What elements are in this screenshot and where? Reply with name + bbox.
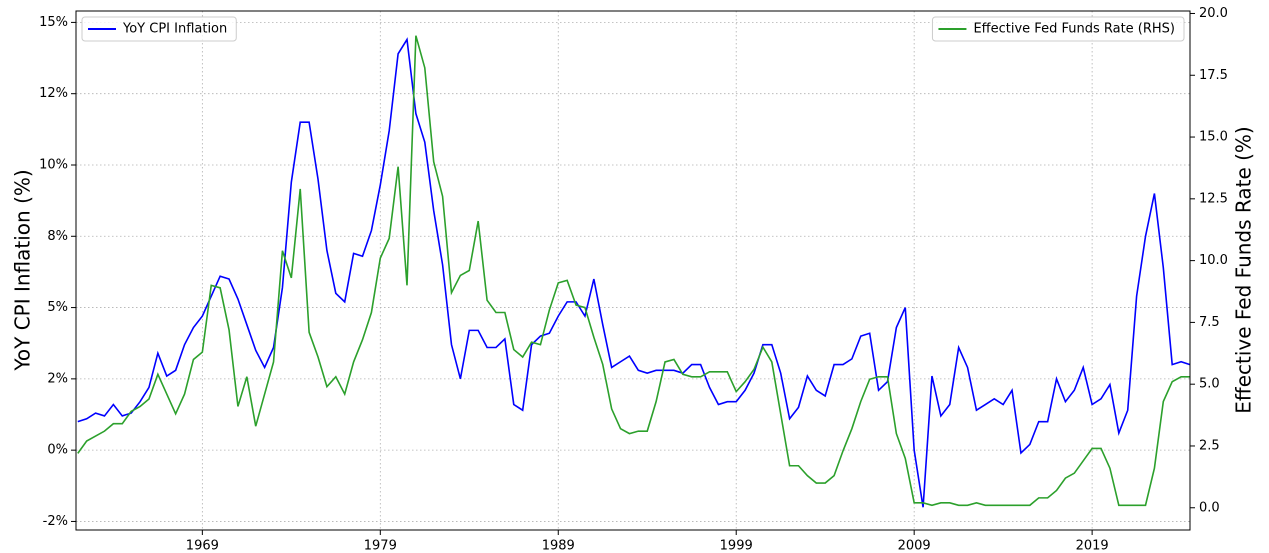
x-tick-label: 2019 [1076, 539, 1109, 553]
legend: YoY CPI Inflation [81, 16, 237, 42]
x-tick-label: 1979 [364, 539, 397, 553]
y2-axis-label: Effective Fed Funds Rate (%) [1232, 126, 1256, 413]
y-tick-label: 10% [39, 157, 68, 172]
y2-tick-label: 5.0 [1199, 377, 1220, 392]
legend-label: YoY CPI Inflation [122, 22, 227, 37]
y2-tick-label: 20.0 [1199, 6, 1228, 21]
y-tick-label: 2% [47, 371, 68, 386]
y-tick-label: 8% [47, 229, 68, 244]
legend: Effective Fed Funds Rate (RHS) [931, 16, 1185, 42]
y2-tick-label: 12.5 [1199, 191, 1228, 206]
y2-tick-label: 15.0 [1199, 130, 1228, 145]
x-tick-label: 1969 [186, 539, 219, 553]
y-tick-label: 12% [39, 86, 68, 101]
y-axis-label: YoY CPI Inflation (%) [11, 169, 35, 371]
legend-label: Effective Fed Funds Rate (RHS) [973, 22, 1175, 37]
y2-tick-label: 7.5 [1199, 315, 1220, 330]
x-tick-label: 1999 [720, 539, 753, 553]
legend-box [81, 16, 237, 42]
y2-tick-label: 0.0 [1199, 500, 1220, 515]
plot-frame [75, 10, 1191, 531]
x-tick-label: 2009 [898, 539, 931, 553]
y2-tick-label: 10.0 [1199, 253, 1228, 268]
line-series [77, 35, 1190, 507]
y-tick-label: 5% [47, 300, 68, 315]
y2-tick-label: 2.5 [1199, 438, 1220, 453]
legend-box [931, 16, 1185, 42]
y-tick-label: -2% [43, 514, 68, 529]
x-tick-label: 1989 [542, 539, 575, 553]
line-series [77, 37, 1191, 508]
y-tick-label: 15% [39, 15, 68, 30]
y2-tick-label: 17.5 [1199, 68, 1228, 83]
y-tick-label: 0% [47, 443, 68, 458]
